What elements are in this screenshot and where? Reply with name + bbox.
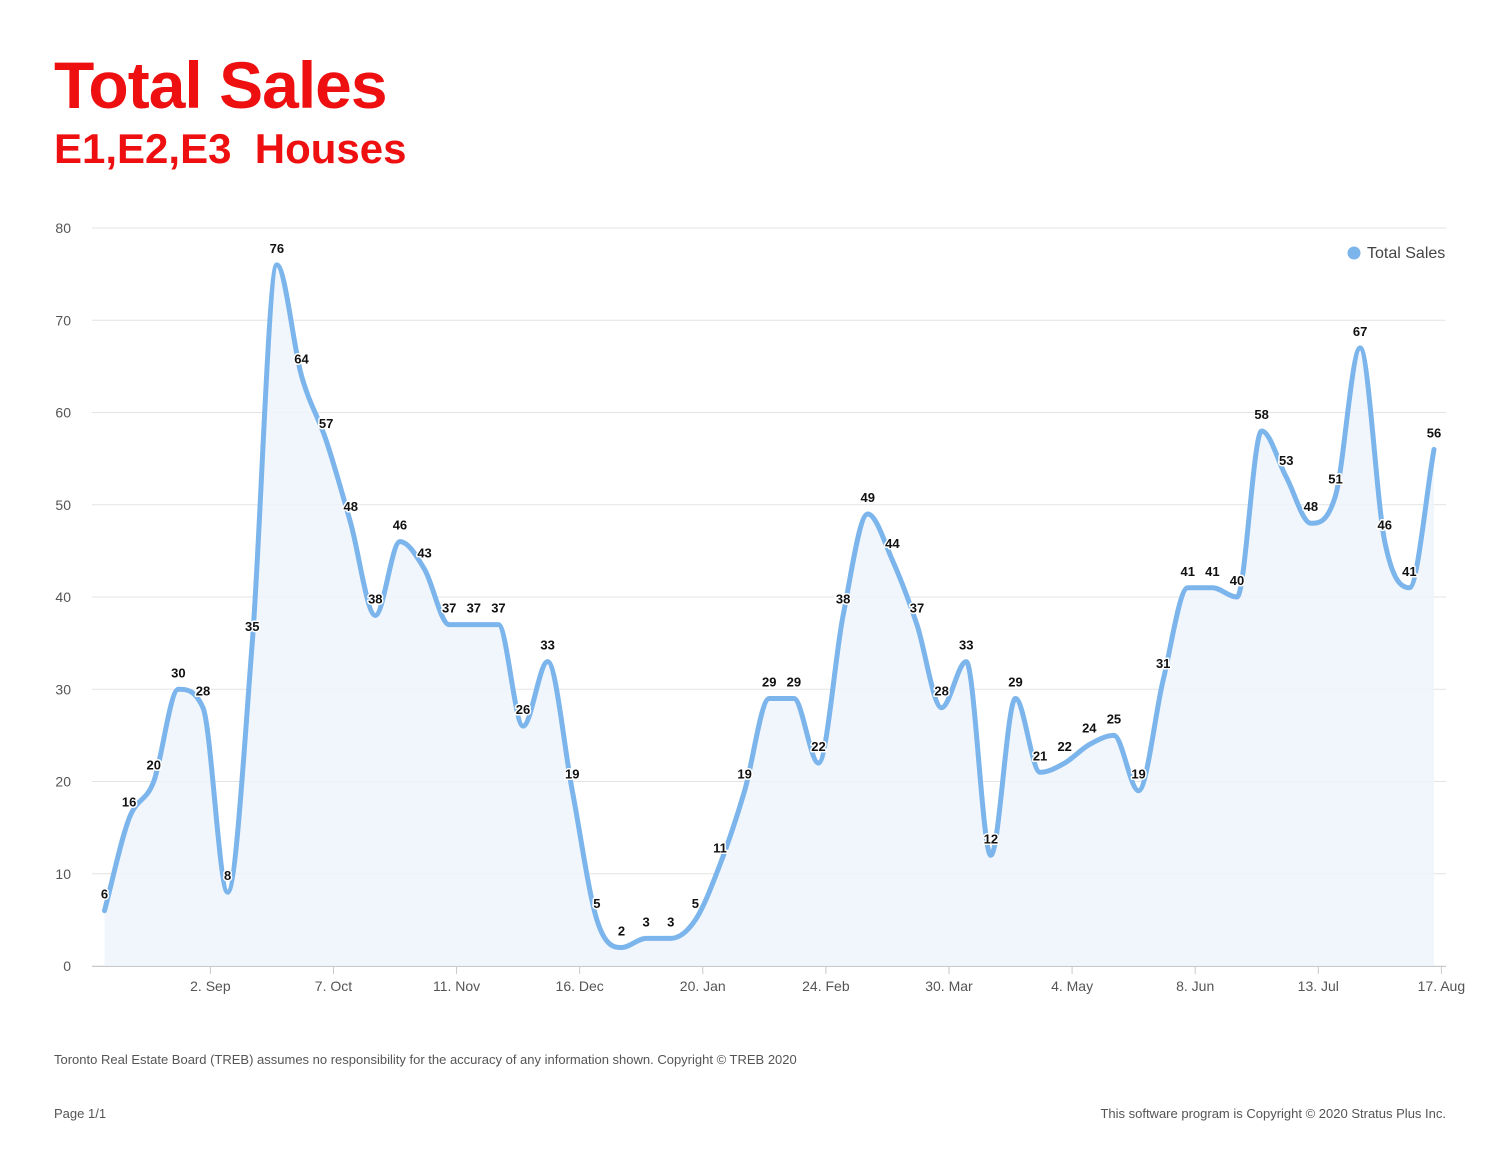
x-tick-label: 13. Jul xyxy=(1298,978,1339,994)
y-tick-label: 20 xyxy=(55,774,71,790)
data-label: 49 xyxy=(860,490,874,505)
data-label: 37 xyxy=(910,601,924,616)
x-tick-label: 30. Mar xyxy=(925,978,973,994)
y-tick-label: 70 xyxy=(55,312,71,328)
data-label: 5 xyxy=(692,896,699,911)
y-tick-label: 60 xyxy=(55,405,71,421)
data-label: 33 xyxy=(540,638,554,653)
data-label: 37 xyxy=(467,601,481,616)
data-label: 40 xyxy=(1230,573,1244,588)
software-copyright: This software program is Copyright © 202… xyxy=(1100,1106,1446,1121)
data-label: 41 xyxy=(1205,564,1219,579)
series-area-fill xyxy=(104,264,1434,966)
data-label: 33 xyxy=(959,638,973,653)
data-label: 48 xyxy=(343,499,357,514)
data-label: 2 xyxy=(618,924,625,939)
data-label: 38 xyxy=(836,591,850,606)
data-label: 25 xyxy=(1107,711,1121,726)
legend: Total Sales xyxy=(1347,245,1445,262)
data-label: 67 xyxy=(1353,324,1367,339)
data-label: 29 xyxy=(762,674,776,689)
disclaimer-text: Toronto Real Estate Board (TREB) assumes… xyxy=(54,1052,797,1067)
legend-marker xyxy=(1347,246,1361,260)
data-label: 44 xyxy=(885,536,900,551)
data-label: 30 xyxy=(171,665,185,680)
chart-title: Total Sales xyxy=(54,48,388,122)
data-label: 11 xyxy=(713,841,727,856)
data-label: 31 xyxy=(1156,656,1170,671)
x-tick-label: 4. May xyxy=(1051,978,1093,994)
data-label: 41 xyxy=(1402,564,1416,579)
data-label: 6 xyxy=(101,887,108,902)
data-label: 35 xyxy=(245,619,259,634)
data-label: 28 xyxy=(196,684,210,699)
data-label: 8 xyxy=(224,868,231,883)
data-label: 3 xyxy=(667,914,674,929)
data-label: 29 xyxy=(1008,674,1022,689)
data-label: 3 xyxy=(643,914,650,929)
data-label: 29 xyxy=(787,674,801,689)
data-label: 43 xyxy=(417,545,431,560)
data-label: 56 xyxy=(1427,425,1441,440)
y-tick-label: 0 xyxy=(63,958,71,974)
chart-subtitle: E1,E2,E3 Houses xyxy=(54,125,407,172)
x-tick-label: 8. Jun xyxy=(1176,978,1214,994)
data-label: 64 xyxy=(294,352,309,367)
x-tick-label: 16. Dec xyxy=(556,978,604,994)
x-tick-label: 24. Feb xyxy=(802,978,850,994)
data-label: 37 xyxy=(442,601,456,616)
data-label: 58 xyxy=(1254,407,1268,422)
total-sales-chart: 0 10 20 30 40 50 60 70 80 2. Sep 7. Oct 11. Nov 16. … xyxy=(55,220,1465,994)
data-label: 46 xyxy=(1378,518,1392,533)
data-label: 19 xyxy=(565,767,579,782)
data-label: 16 xyxy=(122,794,136,809)
data-label: 19 xyxy=(737,767,751,782)
data-label: 48 xyxy=(1304,499,1318,514)
data-label: 5 xyxy=(593,896,600,911)
data-label: 22 xyxy=(1057,739,1071,754)
data-label: 26 xyxy=(516,702,530,717)
data-label: 76 xyxy=(270,241,284,256)
x-tick-label: 11. Nov xyxy=(433,978,480,994)
y-tick-label: 40 xyxy=(55,589,71,605)
data-label: 41 xyxy=(1181,564,1195,579)
data-label: 21 xyxy=(1033,748,1047,763)
y-tick-label: 80 xyxy=(55,220,71,236)
data-label: 24 xyxy=(1082,721,1097,736)
data-label: 57 xyxy=(319,416,333,431)
page-number: Page 1/1 xyxy=(54,1106,107,1121)
x-tick-label: 2. Sep xyxy=(190,978,231,994)
data-label: 12 xyxy=(984,831,998,846)
data-label: 20 xyxy=(147,758,161,773)
series-line xyxy=(102,262,1437,951)
data-label: 46 xyxy=(393,518,407,533)
y-tick-label: 30 xyxy=(55,681,71,697)
data-label: 19 xyxy=(1131,767,1145,782)
x-axis-ticks: 2. Sep 7. Oct 11. Nov 16. Dec 20. Jan 24. Feb… xyxy=(190,966,1465,994)
y-tick-label: 50 xyxy=(55,497,71,513)
data-label: 37 xyxy=(491,601,505,616)
data-label: 51 xyxy=(1328,472,1342,487)
data-label: 53 xyxy=(1279,453,1293,468)
data-label: 22 xyxy=(811,739,825,754)
data-label: 38 xyxy=(368,591,382,606)
x-tick-label: 17. Aug xyxy=(1418,978,1466,994)
data-label: 28 xyxy=(934,684,948,699)
x-tick-label: 20. Jan xyxy=(680,978,726,994)
y-tick-label: 10 xyxy=(55,866,71,882)
legend-label: Total Sales xyxy=(1367,245,1445,262)
x-tick-label: 7. Oct xyxy=(315,978,352,994)
